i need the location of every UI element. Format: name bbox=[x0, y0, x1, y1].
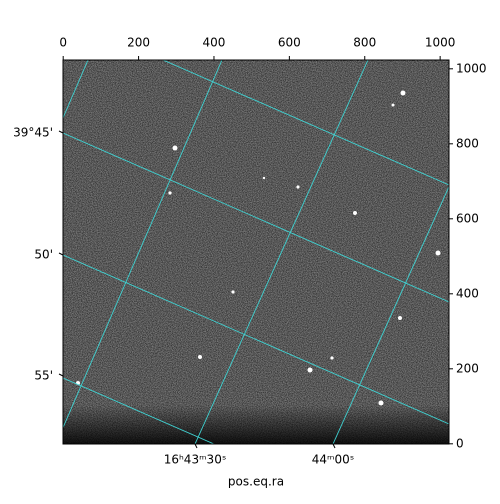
grid-line bbox=[63, 132, 449, 303]
grid-line bbox=[332, 185, 449, 444]
x-tick-label: 1000 bbox=[425, 36, 456, 50]
world-x-tick-label: 44ᵐ00ˢ bbox=[312, 453, 355, 467]
world-x-tick-label: 16ʰ43ᵐ30ˢ bbox=[164, 453, 227, 467]
y-tick-label: 200 bbox=[456, 361, 479, 375]
x-axis-label: pos.eq.ra bbox=[228, 475, 284, 489]
grid-line bbox=[194, 60, 369, 444]
world-y-tick-label: 39°45' bbox=[13, 126, 53, 140]
sky-image bbox=[63, 60, 449, 444]
world-y-tick-label: 55' bbox=[34, 369, 53, 383]
grid-line bbox=[63, 254, 449, 425]
y-tick-label: 600 bbox=[456, 211, 479, 225]
y-tick-label: 400 bbox=[456, 286, 479, 300]
world-grid bbox=[63, 60, 449, 444]
world-y-tick bbox=[58, 252, 64, 256]
x-tick-label: 800 bbox=[353, 36, 376, 50]
grid-line bbox=[162, 60, 449, 186]
x-tick-label: 200 bbox=[127, 36, 150, 50]
world-x-tick bbox=[332, 443, 336, 449]
y-tick-label: 800 bbox=[456, 136, 479, 150]
world-y-tick bbox=[58, 130, 64, 134]
grid-line bbox=[63, 60, 89, 119]
grid-line bbox=[63, 60, 223, 429]
x-tick-label: 400 bbox=[203, 36, 226, 50]
x-tick-label: 0 bbox=[59, 36, 67, 50]
y-tick-label: 1000 bbox=[456, 61, 487, 75]
frame bbox=[62, 59, 450, 445]
world-y-tick bbox=[58, 373, 64, 377]
world-y-tick-label: 50' bbox=[34, 248, 53, 262]
y-tick-label: 0 bbox=[456, 436, 464, 450]
x-tick-label: 600 bbox=[278, 36, 301, 50]
world-x-tick bbox=[194, 443, 198, 449]
grid-line bbox=[63, 377, 215, 444]
